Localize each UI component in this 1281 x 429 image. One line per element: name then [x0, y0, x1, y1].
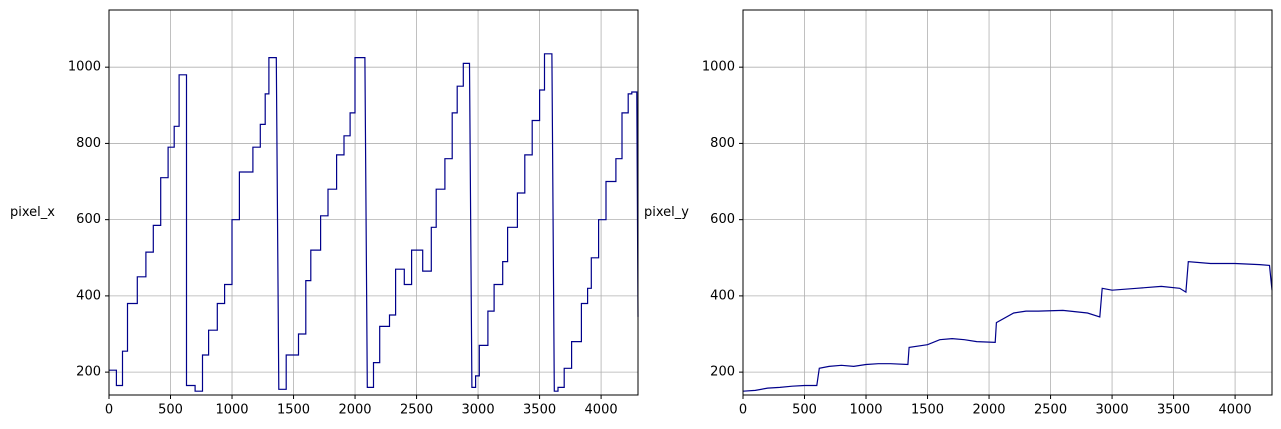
y-tick-label: 600	[710, 212, 735, 227]
x-tick-label: 3000	[1096, 403, 1129, 418]
y-axis-label: pixel_y	[644, 205, 689, 220]
x-tick-label: 1500	[911, 403, 944, 418]
y-axis-label: pixel_x	[10, 205, 55, 220]
x-tick-label: 1000	[849, 403, 882, 418]
y-tick-label: 400	[76, 288, 101, 303]
x-tick-label: 500	[792, 403, 817, 418]
x-tick-label: 500	[158, 403, 183, 418]
y-tick-label: 1000	[68, 60, 101, 75]
x-tick-label: 3500	[523, 403, 556, 418]
x-tick-label: 2500	[400, 403, 433, 418]
axes-frame	[742, 9, 1273, 396]
x-tick-label: 3000	[462, 403, 495, 418]
x-tick-label: 2000	[338, 403, 371, 418]
axes-frame	[108, 9, 639, 396]
y-tick-label: 1000	[702, 60, 735, 75]
y-tick-label: 800	[710, 136, 735, 151]
data-line	[109, 53, 639, 392]
y-tick-label: 400	[710, 288, 735, 303]
y-tick-label: 200	[76, 365, 101, 380]
x-tick-label: 2500	[1034, 403, 1067, 418]
x-tick-label: 0	[739, 403, 747, 418]
data-line	[742, 260, 1273, 392]
x-tick-label: 1000	[215, 403, 248, 418]
y-tick-label: 200	[710, 365, 735, 380]
x-tick-label: 0	[105, 403, 113, 418]
y-tick-label: 600	[76, 212, 101, 227]
x-tick-label: 2000	[972, 403, 1005, 418]
x-tick-label: 4000	[585, 403, 618, 418]
x-tick-label: 3500	[1157, 403, 1190, 418]
y-tick-label: 800	[76, 136, 101, 151]
x-tick-label: 1500	[277, 403, 310, 418]
x-tick-label: 4000	[1219, 403, 1252, 418]
